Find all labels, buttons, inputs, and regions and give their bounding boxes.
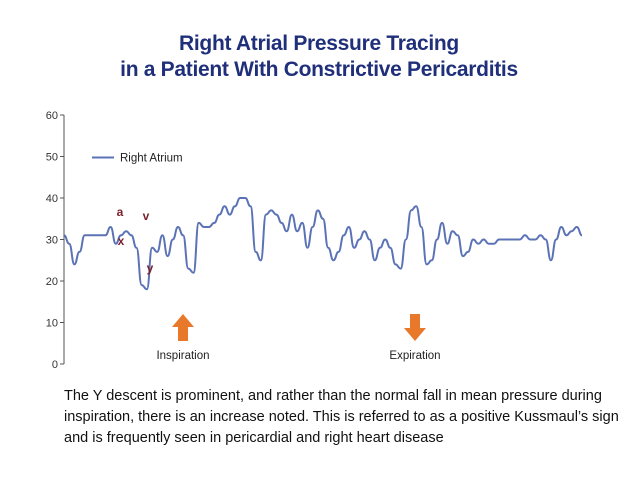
wave-label-y: y	[147, 261, 154, 275]
y-tick-label: 60	[46, 110, 58, 122]
y-tick-label: 10	[46, 318, 58, 330]
y-tick-label: 0	[52, 359, 58, 371]
wave-label-v: v	[143, 209, 150, 223]
caption-text: The Y descent is prominent, and rather t…	[64, 388, 619, 446]
y-tick-label: 30	[46, 235, 58, 247]
chart-title-line-2: in a Patient With Constrictive Pericardi…	[120, 58, 518, 81]
y-tick-label: 40	[46, 193, 58, 205]
arrow-label-inspiration: Inspiration	[156, 350, 209, 362]
chart-title-line-1: Right Atrial Pressure Tracing	[179, 32, 459, 55]
y-tick-label: 20	[46, 276, 58, 288]
arrow-up-icon	[172, 314, 194, 341]
wave-label-x: x	[118, 234, 125, 248]
arrow-label-expiration: Expiration	[389, 350, 440, 362]
arrow-down-icon	[404, 314, 426, 341]
legend-label: Right Atrium	[120, 153, 183, 165]
y-tick-label: 50	[46, 152, 58, 164]
series-line-right-atrium	[63, 197, 583, 291]
wave-label-a: a	[117, 205, 124, 219]
